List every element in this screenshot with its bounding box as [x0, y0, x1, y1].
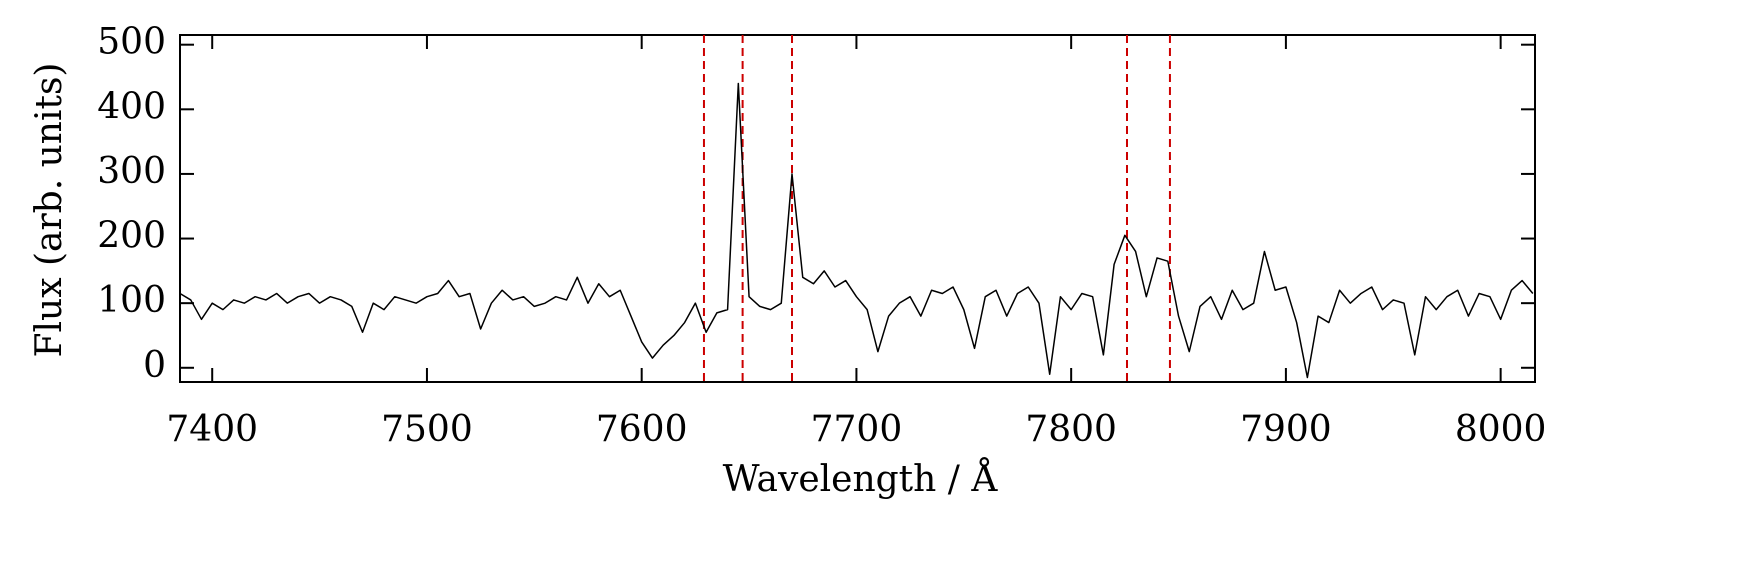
x-axis-label: Wavelength / Å [723, 458, 999, 500]
x-tick-label: 8000 [1455, 409, 1547, 450]
y-tick-label: 500 [97, 22, 166, 63]
y-tick-label: 0 [143, 345, 166, 386]
x-tick-label: 7400 [166, 409, 258, 450]
y-tick-label: 100 [97, 280, 166, 321]
x-tick-label: 7500 [381, 409, 473, 450]
x-tick-label: 7800 [1025, 409, 1117, 450]
y-tick-label: 200 [97, 216, 166, 257]
y-tick-label: 400 [97, 86, 166, 127]
plot-frame [179, 34, 1536, 383]
y-tick-label: 300 [97, 151, 166, 192]
x-tick-label: 7700 [811, 409, 903, 450]
x-tick-label: 7600 [596, 409, 688, 450]
spectrum-line [179, 82, 1534, 379]
x-tick-label: 7900 [1240, 409, 1332, 450]
y-axis-label: Flux (arb. units) [29, 63, 70, 358]
